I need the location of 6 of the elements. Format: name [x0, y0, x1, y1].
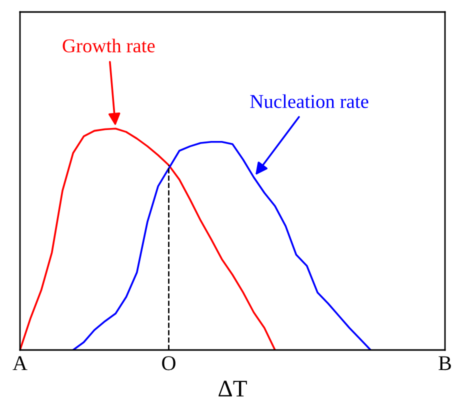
x-axis-title: ΔT	[218, 380, 247, 396]
text: Nucleation rate	[250, 94, 368, 108]
x-tick-label: A	[12, 356, 28, 370]
text: Growth rate	[62, 38, 155, 52]
x-tick-label: B	[438, 356, 451, 370]
x-tick-label: O	[162, 356, 176, 370]
